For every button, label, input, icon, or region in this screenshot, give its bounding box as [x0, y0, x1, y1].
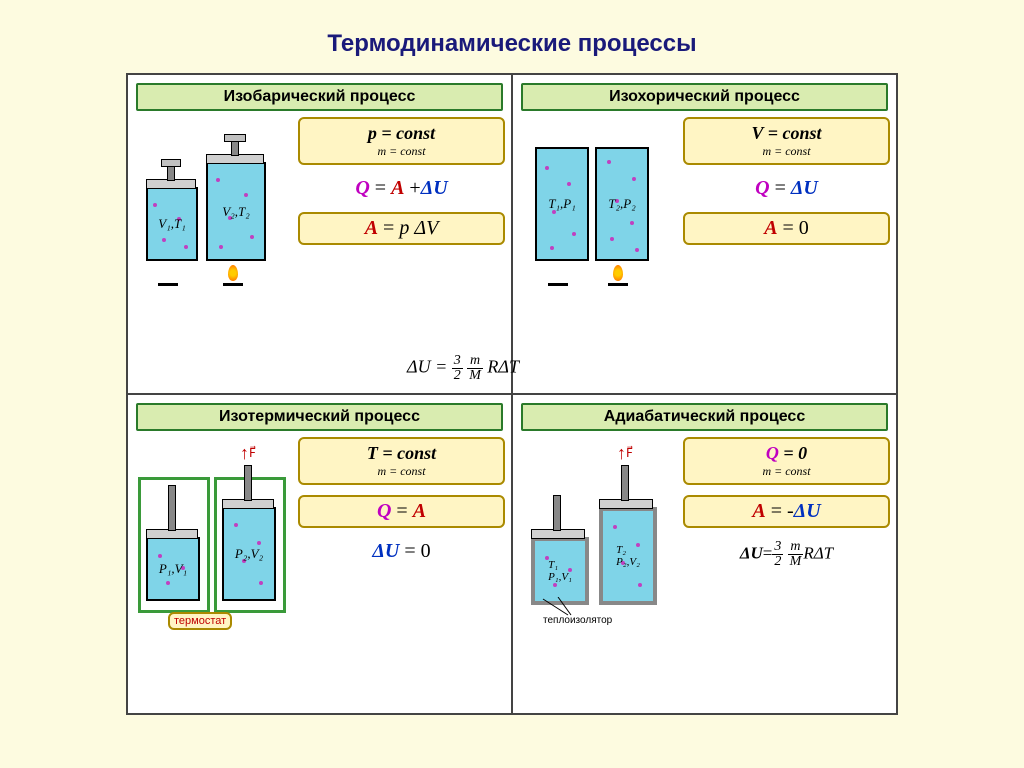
panel-isothermal: Изотермический процесс P₁,V₁ P₂,V₂ ↑F⃗ т [127, 394, 512, 714]
force-arrow-icon: ↑F⃗ [240, 443, 256, 464]
panels-grid: Изобарический процесс V₁,T₁ V₂,T₂ [126, 73, 898, 715]
adiabatic-diagram: T₁P₁,V₁ T₂P₂,V₂ ↑F⃗ теплоизолятор [513, 437, 683, 667]
isobaric-eq-a: A = p ΔV [298, 212, 505, 245]
adiabatic-v1-label: T₁P₁,V₁ [548, 559, 572, 583]
panel-adiabatic: Адиабатический процесс T₁P₁,V₁ T₂P₂,V₂ ↑… [512, 394, 897, 714]
isochoric-v2-label: T₂,P₂ [608, 196, 635, 212]
panel-isothermal-header: Изотермический процесс [136, 403, 503, 431]
isobaric-diagram: V₁,T₁ V₂,T₂ [128, 117, 298, 347]
isothermal-v1-label: P₁,V₁ [159, 561, 187, 577]
panel-isobaric: Изобарический процесс V₁,T₁ V₂,T₂ [127, 74, 512, 394]
adiabatic-v2-label: T₂P₂,V₂ [616, 544, 640, 568]
shared-du-formula: ΔU = 32 mM RΔT [407, 354, 519, 383]
isothermal-diagram: P₁,V₁ P₂,V₂ ↑F⃗ термостат [128, 437, 298, 667]
panel-isobaric-header: Изобарический процесс [136, 83, 503, 111]
isothermal-eq-q: Q = A [298, 495, 505, 528]
flame-icon [613, 265, 623, 281]
isochoric-const-box: V = const m = const [683, 117, 890, 165]
isothermal-v2-label: P₂,V₂ [235, 546, 263, 562]
isobaric-v1-label: V₁,T₁ [158, 216, 185, 232]
isochoric-diagram: T₁,P₁ T₂,P₂ [513, 117, 683, 347]
panel-isochoric-header: Изохорический процесс [521, 83, 888, 111]
panel-isochoric: Изохорический процесс T₁,P₁ T₂,P₂ V = co… [512, 74, 897, 394]
adiabatic-eq-a: A = -ΔU [683, 495, 890, 528]
flame-icon [228, 265, 238, 281]
thermostat-label: термостат [168, 612, 232, 630]
isothermal-const-box: T = const m = const [298, 437, 505, 485]
isochoric-eq-a: A = 0 [683, 212, 890, 245]
isochoric-v1-label: T₁,P₁ [548, 196, 575, 212]
panel-adiabatic-header: Адиабатический процесс [521, 403, 888, 431]
isobaric-v2-label: V₂,T₂ [222, 204, 249, 220]
adiabatic-eq-du: ΔU=32 mMRΔT [683, 538, 890, 571]
isochoric-eq-q: Q = ΔU [683, 175, 890, 202]
isobaric-const-box: p = const m = const [298, 117, 505, 165]
force-arrow-icon: ↑F⃗ [617, 443, 633, 464]
isobaric-eq-q: Q = A +ΔU [298, 175, 505, 202]
page-title: Термодинамические процессы [0, 0, 1024, 73]
adiabatic-const-box: Q = 0 m = const [683, 437, 890, 485]
isothermal-eq-du: ΔU = 0 [298, 538, 505, 565]
